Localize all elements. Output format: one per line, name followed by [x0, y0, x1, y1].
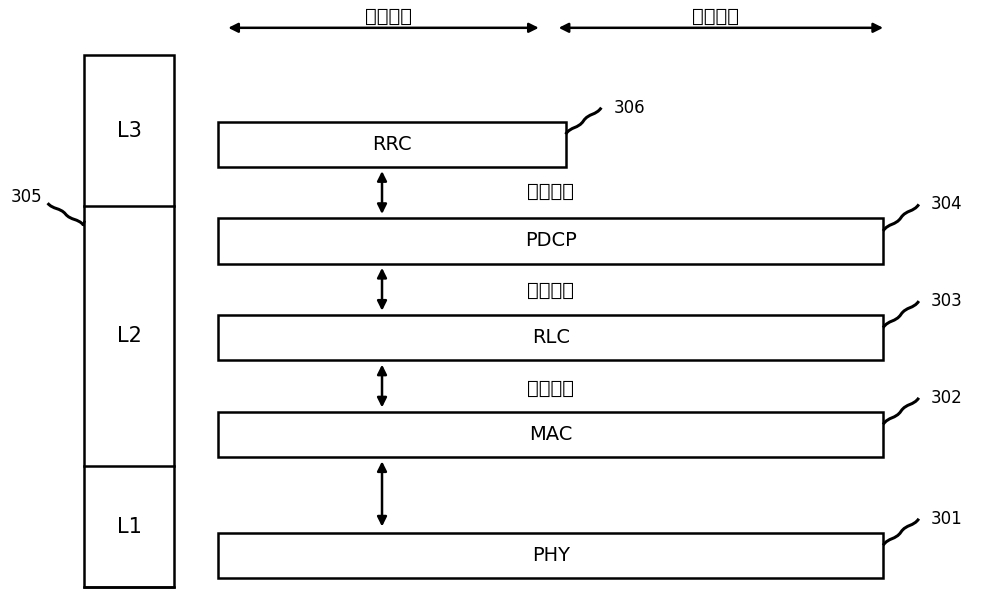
Bar: [218, 412, 883, 457]
Text: PHY: PHY: [532, 546, 570, 565]
Text: 304: 304: [931, 195, 962, 213]
Text: L3: L3: [117, 120, 141, 141]
Text: RLC: RLC: [532, 328, 570, 347]
Text: 逗辑信道: 逗辑信道: [527, 281, 574, 300]
Bar: [218, 315, 883, 360]
Text: 无线承载: 无线承载: [527, 182, 574, 201]
Text: RRC: RRC: [372, 134, 412, 154]
Text: 传输信道: 传输信道: [527, 379, 574, 398]
Text: MAC: MAC: [529, 425, 572, 444]
Bar: [218, 122, 566, 167]
Text: 控制平面: 控制平面: [365, 7, 412, 26]
Text: 305: 305: [11, 188, 43, 206]
Bar: [218, 218, 883, 263]
Text: PDCP: PDCP: [525, 231, 577, 251]
Text: 302: 302: [931, 389, 962, 407]
Text: 301: 301: [931, 510, 962, 527]
Text: L2: L2: [117, 326, 141, 346]
Text: 用户平面: 用户平面: [692, 7, 739, 26]
Text: L1: L1: [117, 516, 141, 537]
Text: 306: 306: [613, 99, 645, 117]
Text: 303: 303: [931, 292, 962, 310]
Bar: [218, 532, 883, 578]
Bar: [84, 55, 174, 587]
